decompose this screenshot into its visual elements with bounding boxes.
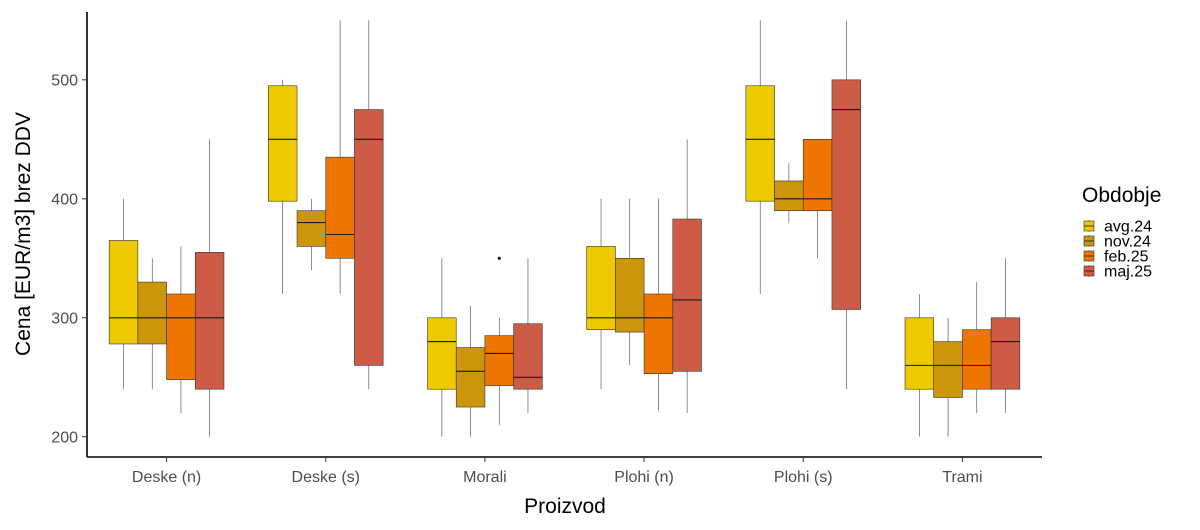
axes: 200 300 400 500 Deske (n) Deske (s) Morali Ploh… [51,72,982,486]
legend-label: nov.24 [1104,234,1151,251]
x-tick-label: Deske (s) [292,469,360,486]
legend-item-avg.24: avg.24 [1083,219,1152,236]
box-rect [296,210,327,247]
box-maj.25-4 [831,20,861,390]
box-rect [933,341,963,398]
y-tick-label: 200 [51,429,78,446]
box-feb.25-0 [166,246,196,413]
box-rect [268,85,298,202]
box-rect [990,317,1021,390]
box-rect [484,335,514,386]
box-nov.24-5 [933,317,963,437]
box-feb.25-1 [325,20,355,294]
box-avg.24-0 [108,198,139,390]
box-rect [672,218,702,372]
box-rect [427,317,457,390]
box-rect [513,323,543,390]
box-feb.25-3 [643,198,674,411]
box-feb.25-5 [962,282,992,413]
box-maj.25-3 [672,139,702,413]
plot-area [108,20,1021,437]
box-rect [643,293,674,375]
box-rect [354,109,384,366]
box-maj.25-1 [354,20,384,390]
box-avg.24-3 [586,198,616,390]
box-rect [586,246,616,330]
box-rect [108,240,139,345]
box-avg.24-2 [427,258,457,437]
box-rect [325,156,355,259]
x-tick-label: Trami [942,469,982,486]
legend-title: Obdobje [1082,184,1161,207]
box-rect [802,139,833,212]
box-avg.24-1 [268,79,298,294]
x-tick-label: Morali [463,469,507,486]
box-rect [904,317,935,390]
box-rect [166,293,196,380]
x-axis-title: Proizvod [524,495,606,518]
legend-item-maj.25: maj.25 [1083,264,1152,281]
legend-label: feb.25 [1104,249,1149,266]
box-rect [962,329,992,390]
box-rect [745,85,775,202]
box-avg.24-4 [745,20,775,294]
box-nov.24-3 [615,198,645,366]
box-rect [831,79,861,310]
box-maj.25-0 [194,139,225,437]
box-rect [774,180,804,212]
y-tick-label: 300 [51,310,78,327]
x-tick-label: Deske (n) [132,469,201,486]
box-avg.24-5 [904,293,935,437]
x-tick-label: Plohi (s) [774,469,833,486]
box-rect [137,281,167,345]
legend-item-nov.24: nov.24 [1083,234,1151,251]
box-nov.24-2 [455,305,486,437]
box-feb.25-2 [484,256,514,425]
box-maj.25-5 [990,258,1021,413]
legend-label: maj.25 [1104,264,1152,281]
legend-label: avg.24 [1104,219,1152,236]
y-tick-label: 400 [51,191,78,208]
x-tick-label: Plohi (n) [614,469,674,486]
box-maj.25-2 [513,258,543,413]
outlier-point [497,256,501,260]
box-feb.25-4 [802,139,833,259]
box-rect [455,347,486,408]
box-rect [194,252,225,390]
box-nov.24-0 [137,258,167,390]
box-nov.24-4 [774,163,804,223]
box-rect [615,257,645,333]
y-tick-label: 500 [51,72,78,89]
box-nov.24-1 [296,198,327,271]
legend-item-feb.25: feb.25 [1083,249,1149,266]
y-axis-title: Cena [EUR/m3] brez DDV [12,112,35,356]
